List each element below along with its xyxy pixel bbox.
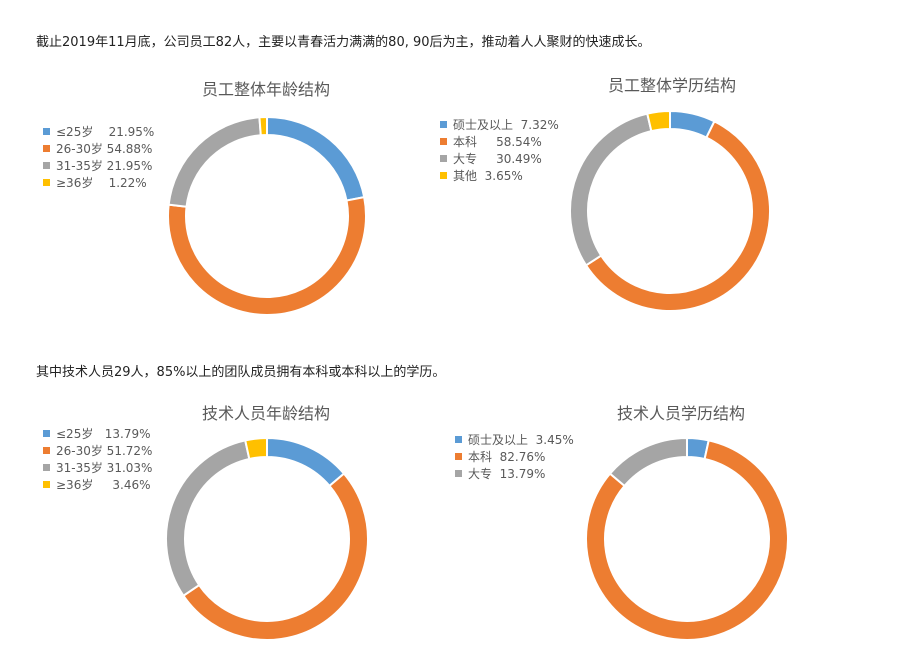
tech-education-structure-chart: 技术人员学历结构 硕士及以上 3.45% 本科 82.76% 大专 13.79%	[440, 390, 880, 670]
legend-label: 其他 3.65%	[453, 169, 523, 183]
legend-item: 26-30岁 51.72%	[43, 443, 152, 460]
tech-intro-text: 其中技术人员29人，85%以上的团队成员拥有本科或本科以上的学历。	[36, 365, 446, 380]
legend-item: 大专 30.49%	[440, 151, 559, 168]
chart-title: 技术人员年龄结构	[201, 404, 331, 423]
legend-item: 31-35岁 21.95%	[43, 158, 154, 175]
chart-legend: 硕士及以上 7.32% 本科 58.54% 大专 30.49% 其他 3.65%	[440, 117, 559, 185]
legend-item: ≥36岁 3.46%	[43, 477, 152, 494]
legend-item: 大专 13.79%	[455, 466, 574, 483]
legend-item: 其他 3.65%	[440, 168, 559, 185]
legend-swatch	[43, 128, 50, 135]
donut-slice-2	[585, 439, 789, 641]
donut-slice-1	[266, 115, 366, 202]
legend-swatch	[440, 121, 447, 128]
legend-label: 硕士及以上 7.32%	[453, 118, 559, 132]
legend-swatch	[455, 453, 462, 460]
legend-label: ≤25岁 21.95%	[56, 125, 155, 139]
donut-slice-4	[244, 436, 268, 461]
donut-slice-4	[646, 109, 671, 133]
legend-label: 本科 58.54%	[453, 135, 542, 149]
chart-legend: 硕士及以上 3.45% 本科 82.76% 大专 13.79%	[455, 432, 574, 483]
legend-swatch	[43, 481, 50, 488]
donut-slice-1	[266, 436, 346, 488]
chart-legend: ≤25岁 21.95% 26-30岁 54.88% 31-35岁 21.95% ≥36…	[43, 124, 154, 192]
legend-swatch	[455, 470, 462, 477]
legend-swatch	[43, 430, 50, 437]
legend-label: 硕士及以上 3.45%	[468, 433, 574, 447]
legend-swatch	[43, 179, 50, 186]
legend-item: 本科 82.76%	[455, 449, 574, 466]
legend-label: ≤25岁 13.79%	[56, 427, 151, 441]
donut-slice-2	[182, 472, 369, 641]
donut-slice-2	[167, 195, 367, 316]
legend-item: 硕士及以上 3.45%	[455, 432, 574, 449]
education-structure-chart: 员工整体学历结构 硕士及以上 7.32% 本科 58.54% 大专 30.49% 其他…	[440, 60, 880, 340]
legend-label: ≥36岁 3.46%	[56, 478, 151, 492]
chart-title: 技术人员学历结构	[616, 404, 746, 423]
donut-slice-3	[569, 112, 653, 267]
chart-title: 员工整体年龄结构	[201, 80, 331, 99]
legend-item: ≤25岁 21.95%	[43, 124, 154, 141]
legend-item: ≤25岁 13.79%	[43, 426, 152, 443]
donut-slice-3	[608, 436, 688, 488]
legend-item: 硕士及以上 7.32%	[440, 117, 559, 134]
donut-slice-4	[258, 115, 268, 137]
legend-label: 大专 13.79%	[468, 467, 546, 481]
donut-chart	[167, 115, 367, 316]
legend-swatch	[455, 436, 462, 443]
donut-slice-3	[165, 439, 251, 598]
age-structure-chart: 员工整体年龄结构 ≤25岁 21.95% 26-30岁 54.88% 31-35岁 …	[10, 60, 450, 340]
donut-slice-2	[584, 120, 771, 312]
donut-slice-3	[167, 116, 262, 208]
legend-label: 31-35岁 21.95%	[56, 159, 153, 173]
legend-item: 26-30岁 54.88%	[43, 141, 154, 158]
donut-chart	[585, 436, 789, 641]
donut-chart	[165, 436, 369, 641]
legend-swatch	[43, 447, 50, 454]
legend-item: 31-35岁 31.03%	[43, 460, 152, 477]
legend-item: ≥36岁 1.22%	[43, 175, 154, 192]
legend-swatch	[43, 464, 50, 471]
legend-swatch	[440, 138, 447, 145]
legend-item: 本科 58.54%	[440, 134, 559, 151]
legend-label: 大专 30.49%	[453, 152, 542, 166]
legend-swatch	[440, 172, 447, 179]
intro-text: 截止2019年11月底，公司员工82人，主要以青春活力满满的80, 90后为主，…	[36, 35, 651, 50]
chart-legend: ≤25岁 13.79% 26-30岁 51.72% 31-35岁 31.03% ≥36…	[43, 426, 152, 494]
legend-swatch	[43, 145, 50, 152]
legend-label: ≥36岁 1.22%	[56, 176, 147, 190]
legend-label: 本科 82.76%	[468, 450, 546, 464]
donut-chart	[569, 109, 771, 312]
legend-label: 31-35岁 31.03%	[56, 461, 153, 475]
legend-label: 26-30岁 54.88%	[56, 142, 153, 156]
chart-title: 员工整体学历结构	[607, 76, 737, 95]
legend-label: 26-30岁 51.72%	[56, 444, 153, 458]
legend-swatch	[43, 162, 50, 169]
legend-swatch	[440, 155, 447, 162]
tech-age-structure-chart: 技术人员年龄结构 ≤25岁 13.79% 26-30岁 51.72% 31-35岁 …	[10, 390, 450, 670]
